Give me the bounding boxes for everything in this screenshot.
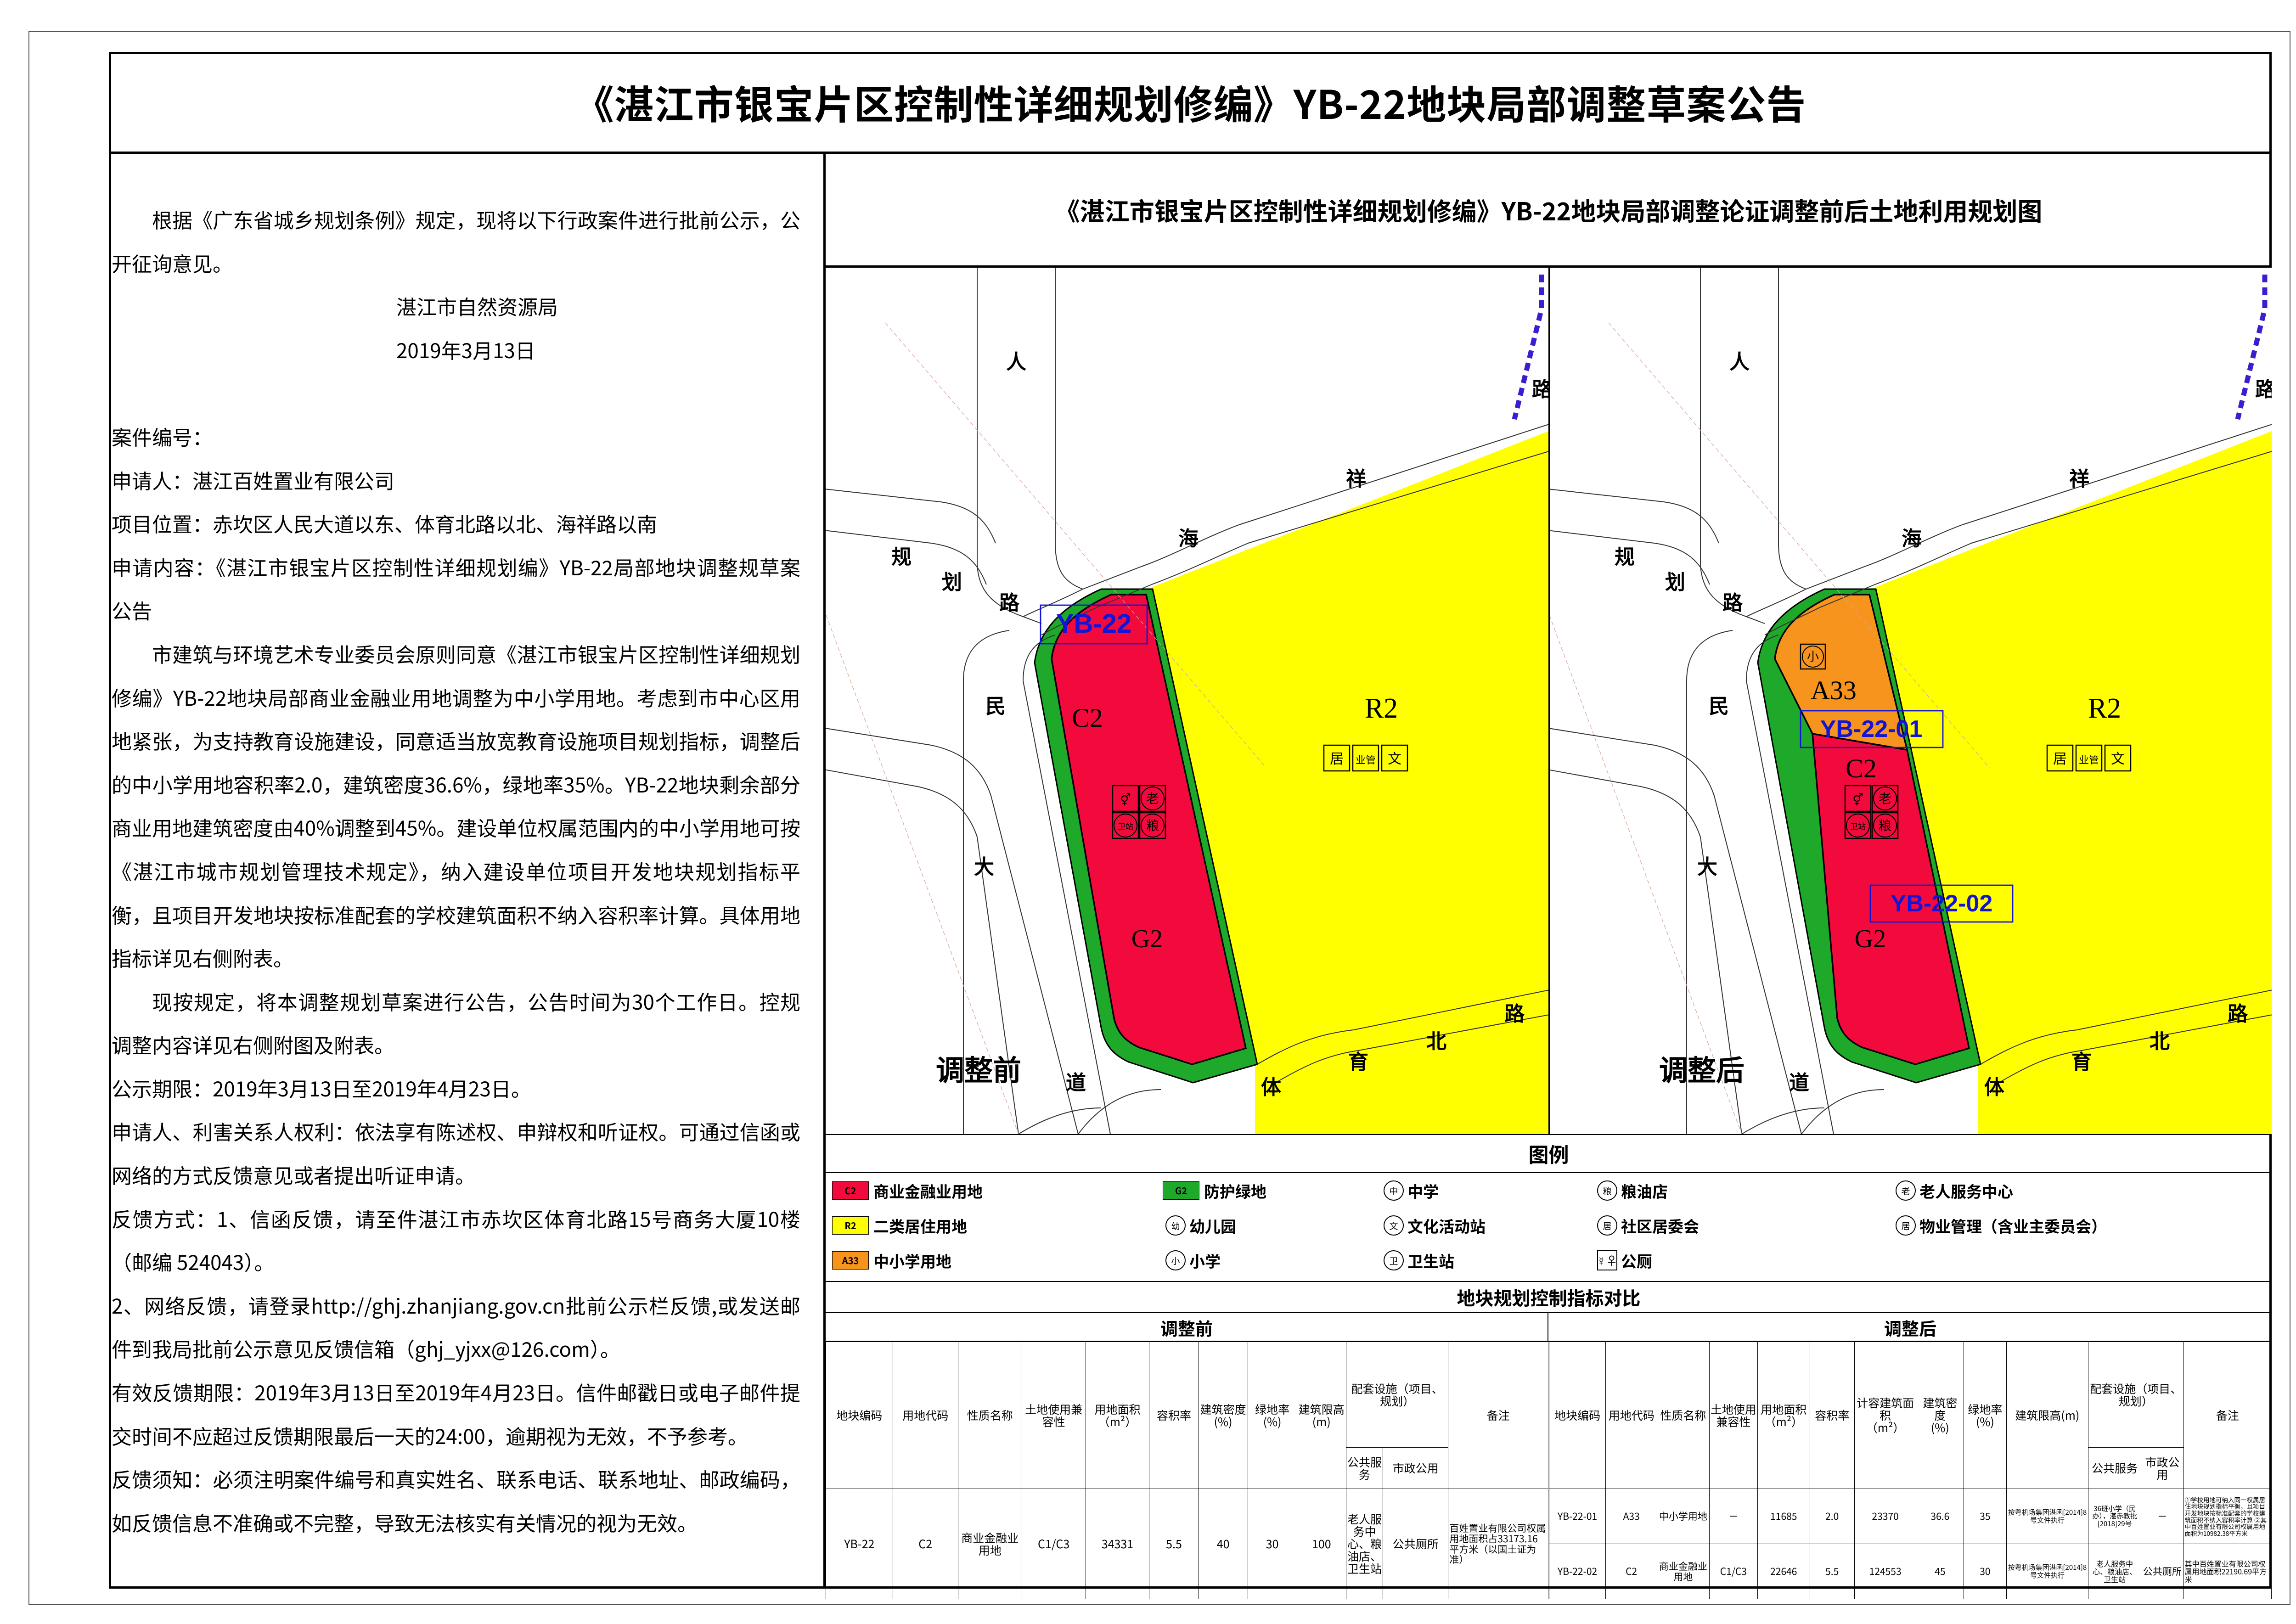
svg-text:民: 民 bbox=[985, 695, 1006, 718]
svg-text:居: 居 bbox=[1330, 752, 1344, 767]
svg-text:老: 老 bbox=[1146, 792, 1159, 806]
svg-text:民: 民 bbox=[1709, 695, 1729, 718]
svg-text:划: 划 bbox=[942, 571, 962, 594]
svg-text:道: 道 bbox=[1066, 1072, 1086, 1094]
svg-text:⚥: ⚥ bbox=[1120, 793, 1131, 807]
svg-text:育: 育 bbox=[1348, 1051, 1368, 1073]
svg-text:YB-22-02: YB-22-02 bbox=[1891, 890, 1993, 917]
svg-text:路: 路 bbox=[1532, 378, 1548, 401]
svg-text:祥: 祥 bbox=[1346, 468, 1366, 490]
svg-text:业管: 业管 bbox=[2079, 754, 2099, 766]
svg-text:祥: 祥 bbox=[2069, 468, 2089, 490]
svg-text:规: 规 bbox=[1615, 546, 1635, 568]
svg-text:R2: R2 bbox=[2088, 693, 2121, 724]
svg-text:粮: 粮 bbox=[1879, 819, 1891, 833]
svg-text:划: 划 bbox=[1665, 571, 1685, 594]
svg-text:YB-22-01: YB-22-01 bbox=[1820, 716, 1923, 742]
svg-text:体: 体 bbox=[1261, 1076, 1281, 1099]
svg-text:调整后: 调整后 bbox=[1659, 1055, 1745, 1087]
svg-text:⚥: ⚥ bbox=[1852, 793, 1863, 807]
svg-text:人: 人 bbox=[1006, 351, 1026, 373]
svg-text:C2: C2 bbox=[1846, 753, 1877, 783]
svg-text:大: 大 bbox=[974, 856, 994, 878]
svg-text:粮: 粮 bbox=[1146, 819, 1159, 833]
svg-text:路: 路 bbox=[2228, 1003, 2248, 1025]
svg-text:YB-22: YB-22 bbox=[1056, 609, 1131, 639]
svg-text:小: 小 bbox=[1807, 650, 1819, 663]
svg-text:北: 北 bbox=[1426, 1030, 1446, 1053]
svg-text:北: 北 bbox=[2150, 1030, 2170, 1053]
svg-text:R2: R2 bbox=[1365, 693, 1398, 724]
svg-text:业管: 业管 bbox=[1356, 754, 1376, 766]
svg-text:G2: G2 bbox=[1131, 925, 1163, 953]
svg-text:路: 路 bbox=[1504, 1003, 1525, 1025]
svg-text:老: 老 bbox=[1879, 792, 1891, 806]
svg-text:体: 体 bbox=[1984, 1076, 2004, 1099]
svg-text:文: 文 bbox=[2111, 752, 2125, 767]
svg-text:大: 大 bbox=[1697, 856, 1717, 878]
svg-text:海: 海 bbox=[1902, 528, 1922, 550]
svg-text:规: 规 bbox=[891, 546, 912, 568]
svg-text:C2: C2 bbox=[1072, 703, 1103, 733]
svg-text:道: 道 bbox=[1789, 1072, 1809, 1094]
svg-text:路: 路 bbox=[999, 592, 1020, 614]
svg-text:路: 路 bbox=[1722, 592, 1743, 614]
svg-text:人: 人 bbox=[1729, 351, 1750, 373]
svg-text:路: 路 bbox=[2255, 378, 2272, 401]
svg-text:调整前: 调整前 bbox=[936, 1055, 1021, 1087]
svg-text:居: 居 bbox=[2053, 752, 2067, 767]
svg-text:A33: A33 bbox=[1811, 675, 1857, 705]
svg-text:文: 文 bbox=[1388, 752, 1401, 767]
svg-text:卫站: 卫站 bbox=[1118, 822, 1133, 831]
svg-text:育: 育 bbox=[2071, 1051, 2092, 1073]
svg-text:卫站: 卫站 bbox=[1850, 822, 1866, 831]
svg-text:海: 海 bbox=[1178, 528, 1199, 550]
svg-text:G2: G2 bbox=[1855, 925, 1886, 953]
